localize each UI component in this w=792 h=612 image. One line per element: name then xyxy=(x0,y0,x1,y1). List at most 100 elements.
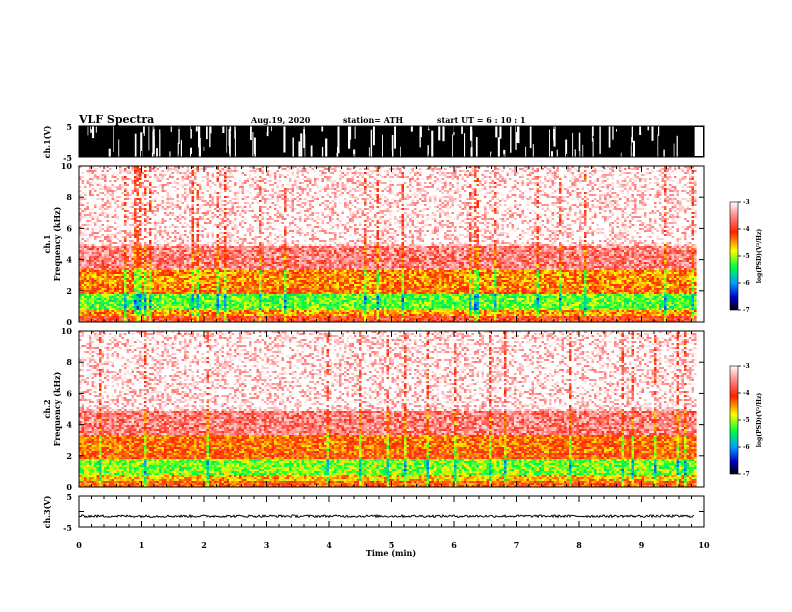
spectrogram-cell xyxy=(94,300,97,302)
spectrogram-cell xyxy=(99,288,102,290)
waveform-gap xyxy=(525,147,526,157)
ch1-waveform-ylabel: ch.1(V) xyxy=(42,125,52,158)
spectrogram-cell xyxy=(114,216,117,218)
spectrogram-cell xyxy=(82,226,85,228)
spectrogram-cell xyxy=(82,286,85,288)
spectrogram-cell xyxy=(107,276,110,278)
spectrogram-cell xyxy=(117,262,120,264)
spectrogram-cell xyxy=(114,300,117,302)
spectrogram-cell xyxy=(112,236,115,238)
spectrogram-cell xyxy=(102,180,105,182)
spectrogram-cell xyxy=(104,236,107,238)
spectrogram-cell xyxy=(104,274,107,276)
ch1-ytick-top: 5 xyxy=(66,122,72,132)
spectrogram-cell xyxy=(97,184,100,186)
spectrogram-cell xyxy=(104,264,107,266)
spectrogram-cell xyxy=(97,276,100,278)
spectrogram-cell xyxy=(112,312,115,314)
spectrogram-cell xyxy=(97,292,100,294)
spectrogram-cell xyxy=(117,176,120,178)
spectrogram-cell xyxy=(87,232,90,234)
spectrogram-cell xyxy=(117,278,120,280)
spectrogram-cell xyxy=(87,316,90,318)
spectrogram-cell xyxy=(87,194,90,196)
spectrogram-cell xyxy=(94,240,97,242)
spectrogram-cell xyxy=(102,210,105,212)
spectrogram-cell xyxy=(102,196,105,198)
spectrogram-cell xyxy=(97,308,100,310)
spectrogram-cell xyxy=(87,278,90,280)
spectrogram-cell xyxy=(87,212,90,214)
spectrogram-cell xyxy=(89,282,92,284)
spectrogram-cell xyxy=(82,200,85,202)
spectrogram-cell xyxy=(114,280,117,282)
spectrogram-cell xyxy=(114,222,117,224)
spectrogram-cell xyxy=(84,248,87,250)
spectrogram-cell xyxy=(89,206,92,208)
spectrogram-cell xyxy=(84,312,87,314)
spectrogram-cell xyxy=(117,280,120,282)
spectrogram-cell xyxy=(99,302,102,304)
spectrogram-cell xyxy=(87,210,90,212)
spectrogram-cell xyxy=(89,182,92,184)
spectrogram-cell xyxy=(82,242,85,244)
spectrogram-cell xyxy=(102,186,105,188)
spectrogram-cell xyxy=(99,234,102,236)
spectrogram-cell xyxy=(104,178,107,180)
spectrogram-cell xyxy=(92,294,95,296)
spectrogram-cell xyxy=(84,208,87,210)
spectrogram-cell xyxy=(94,192,97,194)
spectrogram-cell xyxy=(94,290,97,292)
spectrogram-cell xyxy=(89,264,92,266)
spectrogram-cell xyxy=(107,300,110,302)
spectrogram-cell xyxy=(109,204,112,206)
spectrogram-cell xyxy=(97,274,100,276)
spectrogram-cell xyxy=(114,274,117,276)
spectrogram-cell xyxy=(92,218,95,220)
spectrogram-cell xyxy=(117,204,120,206)
spectrogram-cell xyxy=(99,228,102,230)
spectrogram-cell xyxy=(92,182,95,184)
spectrogram-cell xyxy=(82,246,85,248)
spectrogram-cell xyxy=(112,256,115,258)
spectrogram-cell xyxy=(114,288,117,290)
spectrogram-cell xyxy=(102,174,105,176)
spectrogram-cell xyxy=(107,258,110,260)
spectrogram-cell xyxy=(117,180,120,182)
spectrogram-cell xyxy=(84,212,87,214)
spectrogram-cell xyxy=(94,214,97,216)
spectrogram-cell xyxy=(112,244,115,246)
spectrogram-cell xyxy=(82,234,85,236)
spectrogram-cell xyxy=(104,254,107,256)
waveform-gap xyxy=(510,126,511,153)
spectrogram-cell xyxy=(99,312,102,314)
spectrogram-cell xyxy=(109,176,112,178)
spectrogram-cell xyxy=(92,184,95,186)
spectrogram-cell xyxy=(89,240,92,242)
spectrogram-cell xyxy=(89,274,92,276)
spectrogram-cell xyxy=(89,210,92,212)
spectrogram-cell xyxy=(97,302,100,304)
spectrogram-cell xyxy=(94,234,97,236)
spectrogram-cell xyxy=(117,246,120,248)
spectrogram-cell xyxy=(84,292,87,294)
spectrogram-cell xyxy=(99,276,102,278)
spectrogram-cell xyxy=(92,228,95,230)
spectrogram-cell xyxy=(109,226,112,228)
spectrogram-cell xyxy=(109,184,112,186)
spectrogram-cell xyxy=(104,288,107,290)
spectrogram-cell xyxy=(87,208,90,210)
spectrogram-cell xyxy=(104,270,107,272)
waveform-gap xyxy=(498,137,500,157)
spectrogram-cell xyxy=(89,198,92,200)
spectrogram-cell xyxy=(107,176,110,178)
spectrogram-cell xyxy=(92,188,95,190)
spectrogram-cell xyxy=(92,300,95,302)
spectrogram-cell xyxy=(114,228,117,230)
spectrogram-cell xyxy=(112,270,115,272)
spectrogram-cell xyxy=(84,252,87,254)
spectrogram-cell xyxy=(84,266,87,268)
spectrogram-cell xyxy=(99,304,102,306)
spectrogram-cell xyxy=(117,196,120,198)
spectrogram-cell xyxy=(102,300,105,302)
